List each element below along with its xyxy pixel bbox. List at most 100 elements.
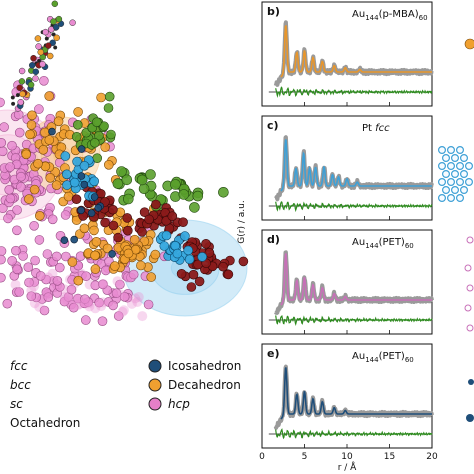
scatter-point [29,221,39,231]
scatter-point [121,174,133,186]
fcc-lattice-atom [456,162,465,171]
scatter-point [197,252,207,262]
scatter-point [84,301,95,312]
scatter-point [183,245,193,256]
fit-curve [280,367,432,420]
scatter-point [132,297,143,307]
scatter-point [25,129,35,140]
scatter-point [96,92,106,103]
scatter-point [0,254,6,265]
scatter-point [150,249,161,260]
x-tick-label: 5 [302,452,308,462]
scatter-point [129,234,140,245]
annotation-italic: fcc [375,123,390,134]
scatter-point [35,43,42,50]
scatter-point [32,68,40,76]
pdf-panel-d: d) Au144(PET)60 [261,229,434,335]
scatter-point [33,158,43,169]
scatter-point [184,254,195,265]
scatter-point [45,42,52,49]
scatter-point [112,178,124,189]
scatter-point [69,19,76,26]
scatter-point [146,272,156,282]
scatter-point [204,248,215,258]
scatter-point [0,246,7,256]
scatter-point [3,213,13,224]
scatter-point [5,162,15,172]
fcc-lattice-atom [447,162,456,171]
scatter-point [223,269,234,280]
scatter-point [0,138,7,148]
scatter-point [51,251,62,262]
scatter-point [47,214,58,225]
scatter-point [26,291,37,302]
fcc-lattice-atom [447,194,456,203]
annotation-sub: 60 [405,356,414,364]
fcc-lattice-atom [447,146,456,155]
scatter-point [12,205,22,215]
scatter-point [30,255,40,266]
scatter-point [89,176,99,187]
hcp-lattice-atom [464,304,472,312]
scatter-point [16,182,26,192]
scatter-point [96,301,107,312]
scatter-point [34,35,42,42]
difference-curve [275,201,433,213]
scatter-point [178,189,190,200]
scatter-point [43,292,54,303]
scatter-point [99,121,109,131]
panel-annotation: Pt fcc [362,123,390,134]
panel-annotation: Au144(PET)60 [352,237,414,250]
scatter-point [60,210,71,220]
scatter-point [94,204,102,212]
scatter-point [137,311,148,322]
scatter-point [55,15,63,23]
scatter-point [68,302,79,313]
scatter-point [98,279,109,289]
scatter-point [0,272,6,283]
x-axis-label: r / Å [338,461,357,473]
legend-marker-icosahedron [148,359,162,373]
scatter-point [98,279,108,290]
scatter-point [90,138,100,148]
scatter-point [12,264,22,275]
scatter-point [145,169,156,180]
fcc-lattice-atom [438,178,447,187]
panel-annotation: Au144(p-MBA)60 [352,9,428,22]
scatter-point [39,76,49,86]
scatter-point [51,0,59,8]
scatter-point [73,275,84,286]
scatter-point [188,269,199,280]
fcc-lattice-atom [438,146,447,155]
scatter-point [130,293,141,304]
scatter-point [77,206,85,215]
scatter-point [40,127,50,138]
legend-label-bcc: bcc [10,378,31,392]
scatter-point [0,122,9,132]
scatter-point [79,223,90,234]
fcc-lattice-atom [456,178,465,187]
scatter-point [106,129,116,140]
scatter-point [136,174,148,186]
scatter-point [123,193,134,205]
hcp-lattice-atom [466,284,474,292]
annotation-text: (PET) [379,237,405,248]
scatter-point [90,264,101,274]
fcc-lattice-atom [451,170,460,179]
x-tick-label: 20 [426,452,438,462]
x-tick-label: 15 [384,452,395,462]
scatter-point [111,288,122,299]
scatter-point [71,132,82,142]
scatter-point [87,209,96,217]
fcc-lattice-atom [451,154,460,163]
fcc-lattice-atom [460,186,469,195]
scatter-point [81,271,91,282]
scatter-point [139,207,150,217]
scatter-point [53,34,60,42]
scatter-point [11,101,16,106]
hcp-lattice-atom [466,324,474,332]
scatter-point [32,75,39,82]
scatter-point [100,142,110,152]
scatter-point [51,180,62,190]
